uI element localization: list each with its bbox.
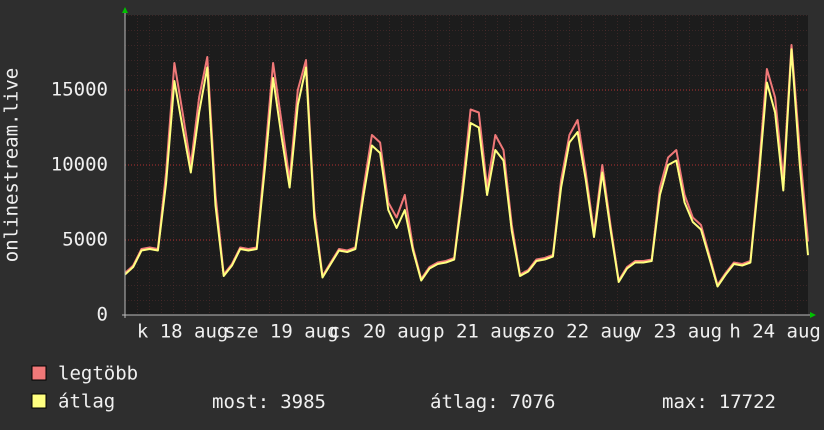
stat-label: átlag: — [430, 391, 499, 413]
stat-label: most: — [212, 391, 269, 413]
x-tick-label: p 21 aug — [433, 321, 525, 343]
x-tick-label: v 23 aug — [631, 321, 723, 343]
stat-value: 3985 — [280, 391, 326, 413]
y-tick-label: 0 — [97, 304, 108, 326]
stat-label: max: — [662, 391, 708, 413]
y-tick-label: 10000 — [51, 154, 108, 176]
x-tick-label: cs 20 aug — [329, 321, 432, 343]
y-arrow — [122, 7, 128, 13]
stat-value: 17722 — [719, 391, 776, 413]
legend: legtöbb átlag most: 3985 átlag: 7076 max: 17722 — [31, 363, 776, 413]
series-line — [124, 48, 809, 288]
legend-label: legtöbb — [58, 363, 138, 385]
x-tick-label: szo 22 aug — [520, 321, 634, 343]
stat-value: 7076 — [510, 391, 556, 413]
stat: átlag: 7076 — [430, 391, 555, 413]
y-tick-label: 5000 — [62, 229, 108, 251]
legend-label: átlag — [58, 391, 115, 413]
stat: max: 17722 — [662, 391, 776, 413]
y-axis-label: onlinestream.live — [1, 68, 23, 262]
legend-swatch — [31, 393, 47, 409]
x-tick-label: sze 19 aug — [224, 321, 338, 343]
x-arrow — [810, 312, 816, 318]
x-tick-label: k 18 aug — [137, 321, 229, 343]
lines — [124, 44, 809, 288]
y-tick-label: 15000 — [51, 79, 108, 101]
legend-swatch — [31, 365, 47, 381]
x-tick-label: h 24 aug — [729, 321, 821, 343]
stat: most: 3985 — [212, 391, 326, 413]
